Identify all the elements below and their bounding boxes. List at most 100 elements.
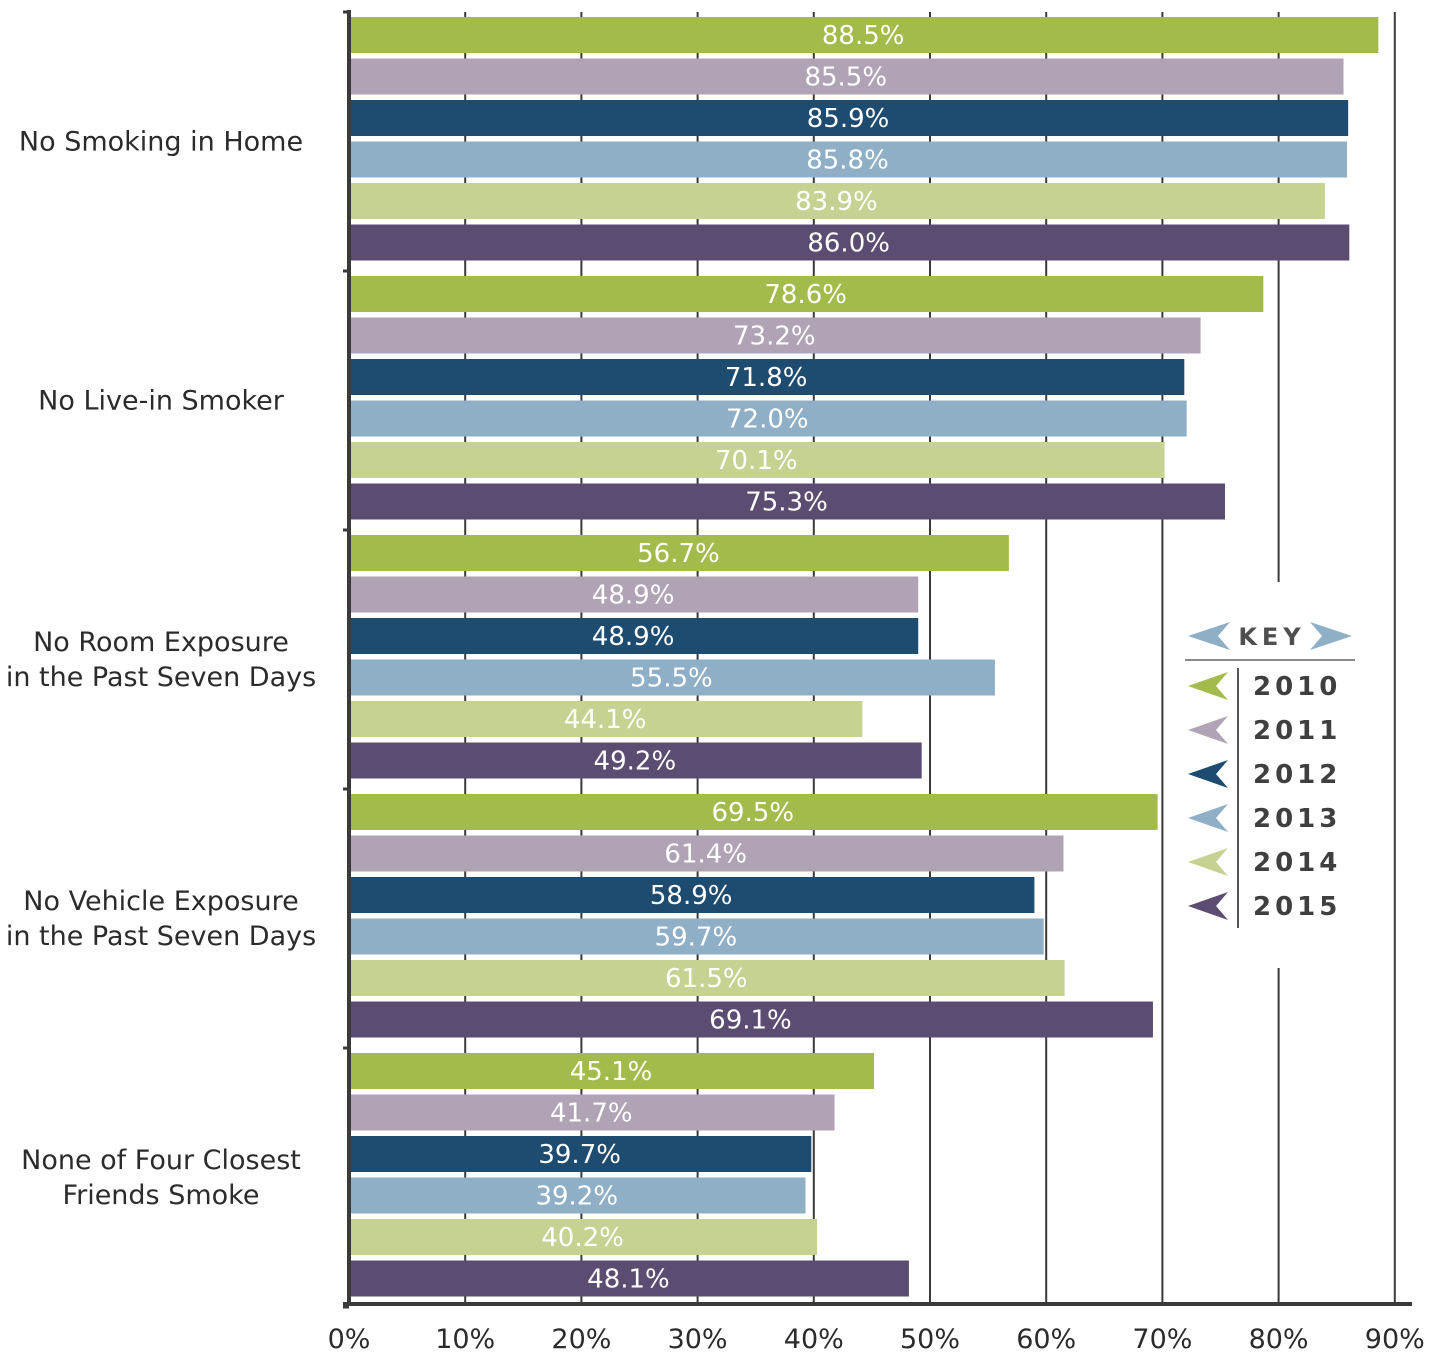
bar-value-labels: 88.5% 85.5% 85.9% 85.8% 83.9% 86.0% 78.6% 73.2%…: [535, 21, 904, 1295]
legend-swatch-arrow-icon: [1188, 760, 1228, 788]
bar-2012: [350, 877, 1035, 913]
bar-value-label: 56.7%: [637, 539, 720, 569]
bar-value-label: 71.8%: [725, 363, 808, 393]
bar-2011: [350, 1094, 835, 1131]
bar-value-label: 48.9%: [592, 581, 675, 611]
legend-item: 2011: [1188, 716, 1341, 746]
bar-2015: [350, 483, 1225, 520]
bar-value-label: 61.4%: [664, 840, 747, 870]
legend-swatch-arrow-icon: [1188, 892, 1228, 920]
legend-label: 2010: [1253, 672, 1341, 702]
x-axis-tick-labels: 0% 10% 20% 30% 40% 50% 60% 70% 80% 90%: [328, 1324, 1425, 1355]
bar-2013: [350, 659, 995, 696]
bar-2012: [350, 100, 1349, 136]
x-tick-label: 50%: [900, 1324, 960, 1355]
legend-title: KEY: [1238, 623, 1305, 651]
legend-item: 2012: [1188, 760, 1341, 790]
bar-value-label: 83.9%: [795, 187, 878, 217]
x-tick-label: 40%: [784, 1324, 844, 1355]
category-label: No Vehicle Exposure: [23, 886, 298, 917]
legend: KEY 2010 2011 2012 2013 2014 2015: [1178, 582, 1368, 968]
category-label: in the Past Seven Days: [6, 662, 316, 693]
key-left-arrow-icon: [1188, 622, 1230, 650]
bar-2014: [350, 183, 1325, 219]
legend-swatch-arrow-icon: [1188, 716, 1228, 744]
legend-item: 2013: [1188, 804, 1341, 834]
bar-value-label: 58.9%: [650, 881, 733, 911]
bar-2015: [350, 1001, 1153, 1038]
legend-swatch-arrow-icon: [1188, 848, 1228, 876]
category-label: None of Four Closest: [21, 1145, 301, 1176]
bar-2011: [350, 317, 1201, 354]
category-label: in the Past Seven Days: [6, 921, 316, 952]
bar-value-label: 49.2%: [594, 747, 677, 777]
bar-value-label: 69.5%: [711, 798, 794, 828]
axes: [343, 10, 1412, 1309]
bar-value-label: 85.9%: [807, 104, 890, 134]
bar-value-label: 73.2%: [733, 322, 816, 352]
bar-2014: [350, 960, 1065, 996]
legend-label: 2013: [1253, 804, 1341, 834]
bar-value-label: 75.3%: [745, 488, 828, 518]
bar-2012: [350, 359, 1185, 395]
x-tick-label: 60%: [1016, 1324, 1076, 1355]
legend-swatch-arrow-icon: [1188, 804, 1228, 832]
bar-2015: [350, 742, 922, 779]
bar-2014: [350, 442, 1165, 478]
bar-2011: [350, 58, 1344, 95]
bar-value-label: 86.0%: [807, 229, 890, 259]
bar-value-label: 40.2%: [541, 1223, 624, 1253]
bar-2011: [350, 835, 1064, 872]
bar-2012: [350, 618, 919, 654]
bar-value-label: 45.1%: [570, 1057, 653, 1087]
x-tick-label: 70%: [1132, 1324, 1192, 1355]
bar-value-label: 85.5%: [804, 63, 887, 93]
x-tick-label: 90%: [1365, 1324, 1425, 1355]
bar-value-label: 78.6%: [764, 280, 847, 310]
bar-2013: [350, 400, 1187, 437]
bar-value-label: 61.5%: [665, 964, 748, 994]
x-tick-label: 80%: [1249, 1324, 1309, 1355]
bar-2013: [350, 1177, 806, 1214]
bar-2013: [350, 141, 1347, 178]
bar-2010: [350, 794, 1158, 830]
legend-label: 2011: [1253, 716, 1341, 746]
x-tick-label: 10%: [435, 1324, 495, 1355]
key-right-arrow-icon: [1310, 622, 1352, 650]
bar-2015: [350, 224, 1350, 261]
category-labels: No Smoking in Home No Live-in Smoker No Ro…: [6, 127, 316, 1212]
legend-label: 2012: [1253, 760, 1341, 790]
legend-swatch-arrow-icon: [1188, 672, 1228, 700]
bars: [350, 17, 1379, 1297]
category-label: Friends Smoke: [63, 1180, 260, 1211]
bar-2015: [350, 1260, 909, 1297]
bar-value-label: 39.7%: [538, 1140, 621, 1170]
x-tick-label: 0%: [328, 1324, 371, 1355]
bar-value-label: 48.1%: [587, 1265, 670, 1295]
legend-item: 2015: [1188, 892, 1341, 922]
category-label: No Live-in Smoker: [38, 386, 285, 417]
bar-2013: [350, 918, 1044, 955]
bar-value-label: 70.1%: [715, 446, 798, 476]
x-tick-label: 20%: [551, 1324, 611, 1355]
legend-item: 2014: [1188, 848, 1341, 878]
bar-2012: [350, 1136, 812, 1172]
bar-value-label: 48.9%: [592, 622, 675, 652]
bar-2014: [350, 1219, 818, 1255]
legend-label: 2014: [1253, 848, 1341, 878]
bar-value-label: 72.0%: [726, 405, 809, 435]
bar-2010: [350, 17, 1379, 53]
category-label: No Smoking in Home: [19, 127, 303, 158]
bar-value-label: 41.7%: [550, 1099, 633, 1129]
x-tick-label: 30%: [668, 1324, 728, 1355]
bar-value-label: 85.8%: [806, 146, 889, 176]
category-label: No Room Exposure: [33, 627, 289, 658]
bar-value-label: 88.5%: [822, 21, 905, 51]
bar-value-label: 55.5%: [630, 664, 713, 694]
bar-2010: [350, 535, 1009, 571]
bar-value-label: 44.1%: [564, 705, 647, 735]
bar-value-label: 69.1%: [709, 1006, 792, 1036]
legend-label: 2015: [1253, 892, 1341, 922]
bar-2014: [350, 701, 863, 737]
